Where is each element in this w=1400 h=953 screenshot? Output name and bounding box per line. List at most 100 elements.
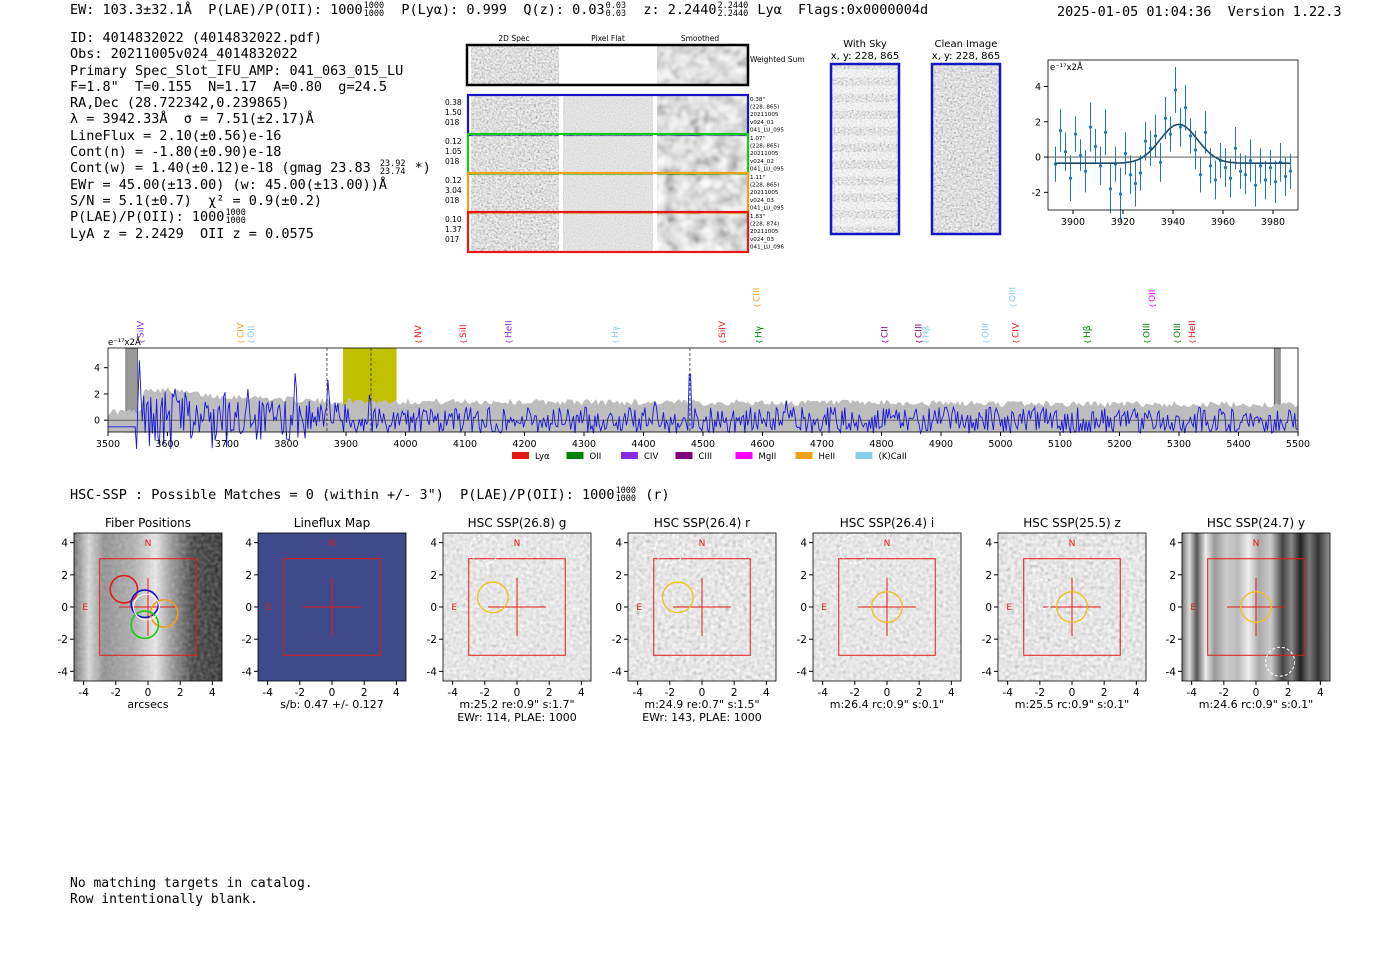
hsc-ytick-label: -4 [612, 666, 623, 678]
fit-marker [1288, 169, 1293, 173]
info-fiber: F=1.8" T=0.155 N=1.17 A=0.80 g=24.5 [70, 78, 387, 95]
fit-marker [1248, 158, 1253, 163]
catalog-note-line2: Row intentionally blank. [70, 891, 258, 907]
fit-xtick-label: 3900 [1061, 217, 1085, 228]
legend-label: CIV [644, 452, 658, 462]
hsc-ytick-label: -2 [982, 634, 992, 646]
hsc-ytick-label: -2 [797, 634, 807, 646]
spectrum-xtick-label: 5100 [1048, 439, 1072, 450]
hsc-panel-title: HSC SSP(26.4) r [654, 516, 750, 530]
fit-marker [1163, 116, 1168, 120]
line-marker: CIV { [237, 322, 247, 344]
line-marker-label: Hβ [922, 325, 932, 338]
hsc-xtick-label: -4 [447, 687, 458, 699]
hsc-ytick-label: 0 [1169, 602, 1176, 614]
hsc-xtick-label: 0 [1069, 687, 1076, 699]
weighted-label-text: Weighted Sum [750, 55, 805, 64]
legend-entry: CIII [675, 452, 712, 462]
line-marker: CII { [880, 326, 890, 344]
line-marker-label: CIV [1011, 322, 1021, 338]
line-marker-brace: { [923, 340, 931, 344]
fit-point [1273, 160, 1278, 203]
compass-e: E [1006, 603, 1012, 613]
cutout-right-label: 041_LU_095 [750, 205, 784, 211]
hsc-ytick-label: -4 [797, 666, 808, 678]
fit-xtick-label: 3920 [1111, 217, 1135, 228]
hsc-xtick-label: -2 [1035, 687, 1045, 699]
fit-marker [1123, 151, 1128, 156]
info-obs: Obs: 20211005v024_4014832022 [70, 46, 298, 63]
cutout-right-label: 041_LU_095 [750, 127, 784, 133]
hsc-xtick-label: -4 [262, 687, 273, 699]
neighbor-circle [563, 527, 594, 558]
cutout-gap [653, 96, 657, 134]
with-sky-title: With Sky [843, 39, 887, 50]
cutout-right-label: v024_01 [750, 120, 774, 126]
hsc-ytick-label: 0 [61, 602, 68, 614]
fiber-circle-white [133, 593, 160, 621]
spectrum-xtick-label: 3500 [96, 439, 120, 450]
plae-range: 1000 1000 [363, 1, 385, 19]
hsc-panel-title: HSC SSP(26.4) i [840, 516, 935, 530]
fit-point [1118, 167, 1123, 221]
fit-point [1123, 132, 1128, 175]
line-marker-label: OII [247, 326, 257, 338]
line-marker-brace: { [1174, 340, 1182, 344]
info-plae-range: 1000 1000 [225, 208, 246, 227]
noise-envelope [108, 387, 1298, 432]
cutout-smooth [657, 96, 747, 134]
fit-point [1098, 146, 1103, 186]
line-marker: CIV { [1011, 322, 1021, 344]
hsc-xtick-label: -4 [632, 687, 643, 699]
source-circle [661, 581, 694, 614]
fit-point [1178, 107, 1183, 147]
fit-marker [1168, 132, 1173, 136]
legend-entry: OII [566, 452, 601, 462]
hsc-ytick-label: -4 [242, 666, 253, 678]
line-marker: OII { [247, 326, 257, 344]
source-circle [871, 591, 903, 623]
spec-cutouts: 2D Spec Pixel Flat Smoothed Weighted Sum… [445, 34, 805, 254]
source-circle [476, 581, 509, 614]
clean-frame [930, 62, 1002, 236]
line-marker: SiIV { [718, 320, 728, 344]
line-marker: Hγ { [611, 325, 621, 344]
hsc-ytick-label: 2 [985, 570, 992, 582]
source-circle [1056, 591, 1088, 623]
compass-e: E [1190, 603, 1196, 613]
spectrum-xtick-label: 4500 [691, 439, 715, 450]
fit-marker [1063, 150, 1068, 154]
hsc-xtick-label: 2 [916, 687, 923, 699]
fit-point [1238, 153, 1243, 189]
hsc-xtick-label: 2 [1101, 687, 1108, 699]
compass-n: N [145, 539, 152, 549]
z-line: Lyα [757, 2, 782, 18]
line-marker-brace: { [719, 340, 727, 344]
hsc-panel: HSC SSP(25.5) z N E -4 -4 -2 -2 0 0 2 2 4 4 [982, 516, 1149, 699]
aperture-box [838, 558, 936, 656]
fit-ytick-label: 4 [1035, 82, 1041, 93]
line-marker-brace: { [415, 340, 423, 344]
fiber-circle-orange [149, 598, 179, 628]
line-marker: Hγ { [754, 325, 764, 344]
hsc-xtick-label: -4 [1186, 687, 1197, 699]
spectrum-ytick-label: 2 [94, 389, 100, 400]
fit-ytick-label: 2 [1035, 117, 1041, 128]
hsc-panel-title: HSC SSP(26.8) g [468, 516, 567, 530]
fit-marker [1128, 173, 1133, 177]
hsc-ytick-label: -4 [1166, 666, 1177, 678]
fit-marker [1078, 153, 1083, 157]
line-marker: CIII { [914, 324, 924, 344]
line-marker: HeII { [504, 320, 514, 344]
line-marker-label: OIII [1008, 287, 1018, 302]
fit-marker [1188, 134, 1193, 138]
fit-gaussian-curve [1055, 123, 1291, 164]
legend-entry: HeII [795, 452, 835, 462]
fit-point [1078, 139, 1083, 172]
cutout-left-label: 0.12 [445, 176, 462, 185]
hsc-ytick-label: 2 [1169, 570, 1176, 582]
cutout-left-label: 0.10 [445, 215, 462, 224]
hsc-xtick-label: -4 [1002, 687, 1013, 699]
fit-point [1258, 148, 1263, 184]
